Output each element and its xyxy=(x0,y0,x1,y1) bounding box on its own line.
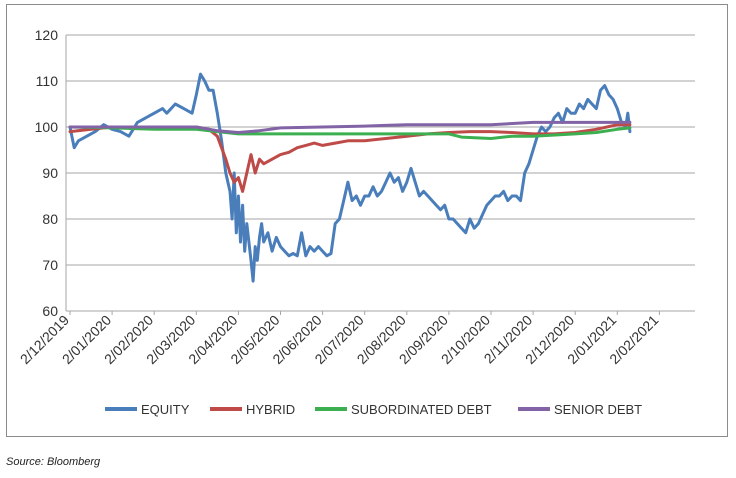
line-chart: 607080901001101202/12/20192/01/20202/02/… xyxy=(17,27,695,417)
y-tick-label: 60 xyxy=(42,303,58,319)
source-note: Source: Bloomberg xyxy=(6,456,101,468)
axes: 607080901001101202/12/20192/01/20202/02/… xyxy=(17,27,662,367)
legend-label-senior-debt: SENIOR DEBT xyxy=(554,402,642,417)
legend-label-equity: EQUITY xyxy=(141,402,190,417)
y-tick-label: 70 xyxy=(42,257,58,273)
series-lines xyxy=(68,72,632,283)
y-tick-label: 120 xyxy=(35,27,59,43)
legend-label-hybrid: HYBRID xyxy=(246,402,295,417)
gridlines xyxy=(66,34,695,312)
y-tick-label: 110 xyxy=(36,73,59,89)
series-line-senior-debt xyxy=(68,120,632,134)
y-tick-label: 80 xyxy=(42,211,58,227)
series-line-subordinated-debt xyxy=(68,125,632,140)
series-line-equity xyxy=(68,72,632,283)
y-tick-label: 90 xyxy=(42,165,58,181)
y-tick-label: 100 xyxy=(35,119,59,135)
chart-frame: 60 70 80 90 100 110 120 2/12/2019 2/01/2020 2/02/… xyxy=(6,4,728,437)
legend: EQUITY HYBRID SUBORDINATED DEBT SENIOR DEBT xyxy=(105,402,642,417)
legend-label-subordinated-debt: SUBORDINATED DEBT xyxy=(351,402,492,417)
